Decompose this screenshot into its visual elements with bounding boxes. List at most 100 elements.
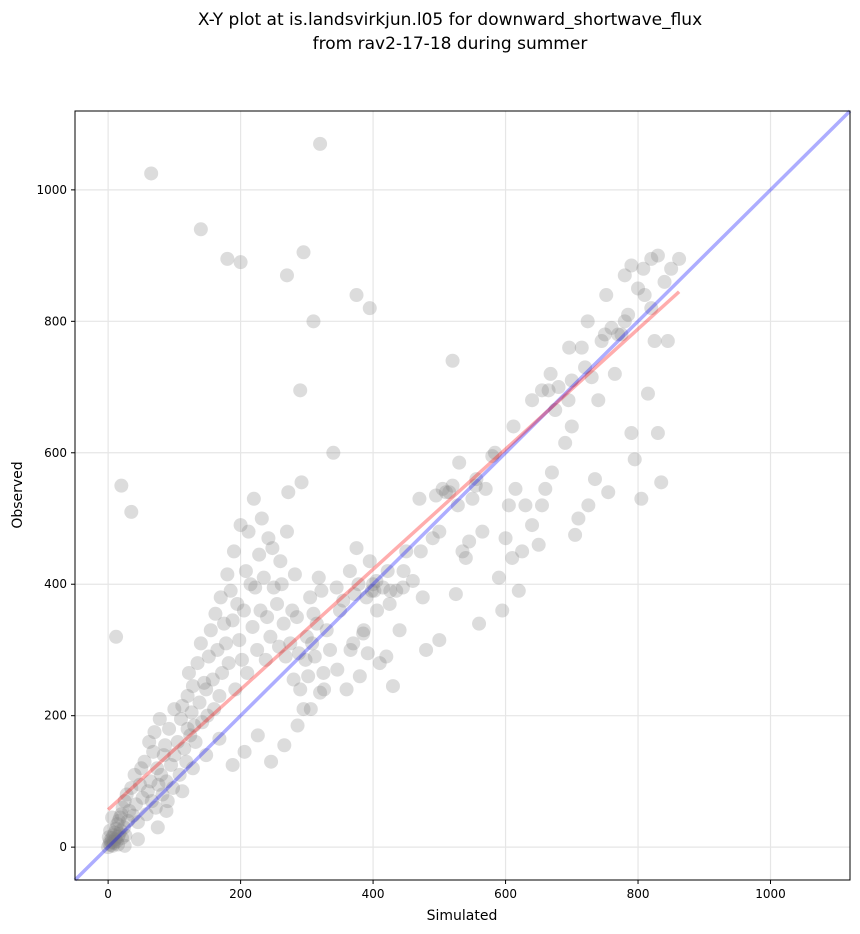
data-point bbox=[498, 531, 513, 546]
data-point bbox=[109, 821, 124, 836]
data-point bbox=[672, 251, 687, 266]
data-point bbox=[265, 541, 280, 556]
data-point bbox=[213, 590, 228, 605]
data-point bbox=[306, 606, 321, 621]
data-point bbox=[120, 813, 135, 828]
data-point bbox=[132, 777, 147, 792]
data-point bbox=[534, 383, 549, 398]
data-point bbox=[183, 728, 198, 743]
data-point bbox=[442, 485, 457, 500]
data-point bbox=[156, 748, 171, 763]
data-point bbox=[561, 393, 576, 408]
data-point bbox=[144, 166, 159, 181]
plot-frame bbox=[74, 110, 851, 881]
data-point bbox=[568, 527, 583, 542]
data-point bbox=[429, 488, 444, 503]
data-point bbox=[208, 606, 223, 621]
x-tick-label-2: 400 bbox=[362, 887, 385, 901]
data-point bbox=[469, 472, 484, 487]
data-point bbox=[607, 366, 622, 381]
data-point bbox=[432, 633, 447, 648]
data-point bbox=[564, 419, 579, 434]
data-point bbox=[548, 403, 563, 418]
data-point bbox=[200, 708, 215, 723]
data-point bbox=[445, 353, 460, 368]
data-point bbox=[445, 478, 460, 493]
data-point bbox=[564, 373, 579, 388]
data-point bbox=[438, 485, 453, 500]
data-point bbox=[531, 537, 546, 552]
data-point bbox=[219, 636, 234, 651]
data-point bbox=[111, 837, 126, 852]
data-point bbox=[508, 481, 523, 496]
data-point bbox=[103, 823, 118, 838]
data-point bbox=[587, 472, 602, 487]
x-tick-label-4: 800 bbox=[627, 887, 650, 901]
data-point bbox=[124, 780, 139, 795]
data-point bbox=[188, 734, 203, 749]
data-point bbox=[117, 838, 132, 853]
data-point bbox=[367, 583, 382, 598]
data-point bbox=[465, 491, 480, 506]
data-point bbox=[180, 721, 195, 736]
data-point bbox=[106, 834, 121, 849]
data-point bbox=[159, 774, 174, 789]
data-point bbox=[311, 570, 326, 585]
data-point bbox=[105, 810, 120, 825]
data-point bbox=[113, 823, 128, 838]
data-point bbox=[205, 672, 220, 687]
data-point bbox=[246, 491, 261, 506]
data-point bbox=[349, 541, 364, 556]
data-point bbox=[114, 478, 129, 493]
data-point bbox=[468, 478, 483, 493]
y-tick-label-3: 600 bbox=[44, 446, 67, 460]
data-point bbox=[644, 301, 659, 316]
data-point bbox=[425, 531, 440, 546]
data-point bbox=[544, 465, 559, 480]
data-point bbox=[558, 435, 573, 450]
data-point bbox=[543, 366, 558, 381]
data-point bbox=[190, 656, 205, 671]
data-point bbox=[273, 554, 288, 569]
data-point bbox=[362, 301, 377, 316]
data-point bbox=[185, 761, 200, 776]
data-point bbox=[392, 623, 407, 638]
data-point bbox=[143, 774, 158, 789]
data-point bbox=[571, 511, 586, 526]
data-point bbox=[534, 498, 549, 513]
data-point bbox=[263, 629, 278, 644]
data-point bbox=[291, 646, 306, 661]
data-point bbox=[412, 491, 427, 506]
data-point bbox=[177, 741, 192, 756]
data-point bbox=[650, 426, 665, 441]
data-point bbox=[112, 826, 127, 841]
data-point bbox=[379, 649, 394, 664]
data-point bbox=[250, 642, 265, 657]
data-point bbox=[150, 761, 165, 776]
y-tick-label-2: 400 bbox=[44, 577, 67, 591]
data-point bbox=[316, 665, 331, 680]
chart-title: X-Y plot at is.landsvirkjun.l05 for down… bbox=[198, 10, 702, 30]
data-point bbox=[109, 834, 124, 849]
data-point bbox=[399, 544, 414, 559]
data-point bbox=[148, 800, 163, 815]
data-point bbox=[594, 334, 609, 349]
data-point bbox=[664, 261, 679, 276]
data-point bbox=[104, 834, 119, 849]
data-point bbox=[237, 744, 252, 759]
data-point bbox=[452, 455, 467, 470]
data-point bbox=[264, 754, 279, 769]
data-point bbox=[485, 449, 500, 464]
data-point bbox=[243, 577, 258, 592]
data-point bbox=[128, 797, 143, 812]
data-point bbox=[118, 828, 133, 843]
data-point bbox=[254, 511, 269, 526]
data-point bbox=[160, 794, 175, 809]
data-point bbox=[175, 784, 190, 799]
data-point bbox=[491, 570, 506, 585]
data-point bbox=[108, 832, 123, 847]
data-point bbox=[380, 564, 395, 579]
data-point bbox=[290, 718, 305, 733]
data-point bbox=[278, 649, 293, 664]
data-point bbox=[193, 222, 208, 237]
